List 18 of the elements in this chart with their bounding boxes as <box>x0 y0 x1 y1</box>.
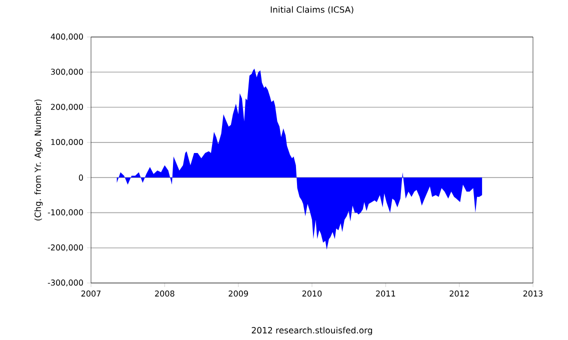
y-tick-label: 300,000 <box>51 68 83 76</box>
y-axis-title: (Chg. from Yr. Ago, Number) <box>34 100 43 220</box>
text: 2012 research.stlouisfed.org <box>252 326 372 336</box>
x-tick-label: 2011 <box>376 290 396 297</box>
y-tick-label: 400,000 <box>50 34 83 40</box>
y-tick-label: 100,000 <box>51 138 83 146</box>
chart-title: Initial Claims (ICSA) <box>270 6 354 14</box>
x-tick-label: 2009 <box>228 290 248 297</box>
x-tick-label: 2012 <box>450 290 469 297</box>
y-tick-label: -100,000 <box>48 209 83 216</box>
x-tick-label: 2008 <box>155 290 174 297</box>
x-tick-label: 2007 <box>81 290 100 297</box>
x-tick-label: 2010 <box>302 290 322 297</box>
y-tick-label: 200,000 <box>51 104 83 111</box>
y-tick-label: -300,000 <box>48 280 83 286</box>
x-tick-label: 2013 <box>523 290 543 297</box>
y-tick-label: -200,000 <box>48 244 83 252</box>
y-tick-label: 0 <box>78 174 83 181</box>
